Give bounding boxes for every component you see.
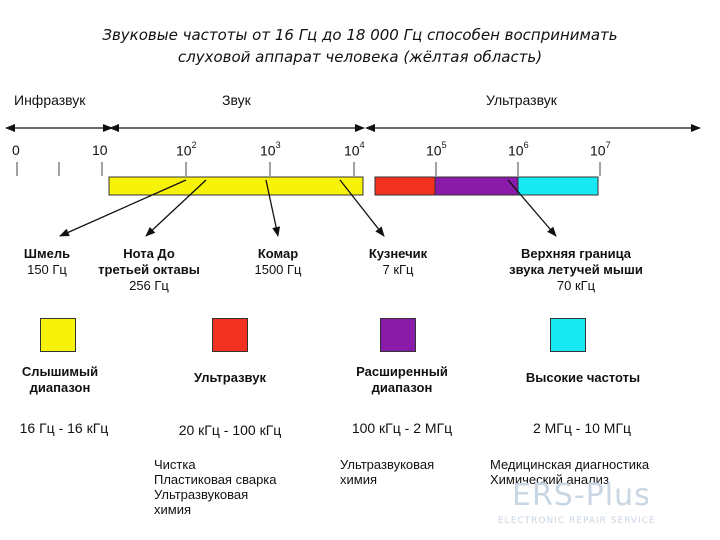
watermark-logo: ERS-Plus: [512, 478, 651, 513]
range-high: 2 МГц - 10 МГц: [532, 420, 632, 436]
region-infrasound: Инфразвук: [14, 92, 86, 108]
swatch-extended: [380, 318, 416, 352]
swatch-ultrasound: [212, 318, 248, 352]
tick-label-10e6: 106: [508, 140, 529, 159]
tick-label-10e4: 104: [344, 140, 365, 159]
uses-extended: Ультразвуковая химия: [340, 457, 435, 487]
watermark-tagline: ELECTRONIC REPAIR SERVICE: [498, 516, 656, 526]
category-ultrasound: Ультразвук: [194, 370, 266, 385]
example-grasshopper: Кузнечик 7 кГц: [368, 246, 428, 277]
arrow-bat: [507, 179, 557, 237]
category-high: Высокие частоты: [525, 370, 641, 385]
example-note-c: Нота До третьей октавы 256 Гц: [98, 246, 200, 293]
category-extended: Расширенный диапазон: [356, 364, 448, 395]
tick-label-0: 0: [12, 142, 20, 158]
example-bat: Верхняя граница звука летучей мыши 70 кГ…: [509, 246, 643, 293]
arrow-note-c: [145, 179, 207, 237]
tick-label-10e5: 105: [426, 140, 447, 159]
region-ultrasound: Ультразвук: [486, 92, 557, 108]
range-ultrasound: 20 кГц - 100 кГц: [178, 422, 282, 438]
band-high: [517, 176, 599, 196]
example-mosquito: Комар 1500 Гц: [254, 246, 302, 277]
swatch-audible: [40, 318, 76, 352]
swatch-high: [550, 318, 586, 352]
arrow-bumblebee: [59, 179, 187, 237]
band-ultrasound: [374, 176, 436, 196]
axis-ticks: [16, 162, 601, 176]
tick-label-10e2: 102: [176, 140, 197, 159]
example-bumblebee: Шмель 150 Гц: [23, 246, 71, 277]
uses-high: Медицинская диагностика Химический анали…: [490, 457, 650, 487]
arrow-grasshopper: [339, 179, 385, 237]
title-line-2: слуховой аппарат человека (жёлтая област…: [177, 48, 543, 66]
range-audible: 16 Гц - 16 кГц: [19, 420, 109, 436]
tick-label-10e3: 103: [260, 140, 281, 159]
category-audible: Слышимый диапазон: [21, 364, 99, 395]
arrow-mosquito: [265, 179, 281, 237]
uses-ultrasound: Чистка Пластиковая сварка Ультразвуковая…: [154, 457, 277, 517]
region-sound: Звук: [222, 92, 251, 108]
tick-label-10: 10: [92, 142, 108, 158]
range-extended: 100 кГц - 2 МГц: [351, 420, 453, 436]
band-extended: [434, 176, 519, 196]
band-audible: [108, 176, 364, 196]
tick-label-10e7: 107: [590, 140, 611, 159]
title-line-1: Звуковые частоты от 16 Гц до 18 000 Гц с…: [102, 26, 618, 44]
